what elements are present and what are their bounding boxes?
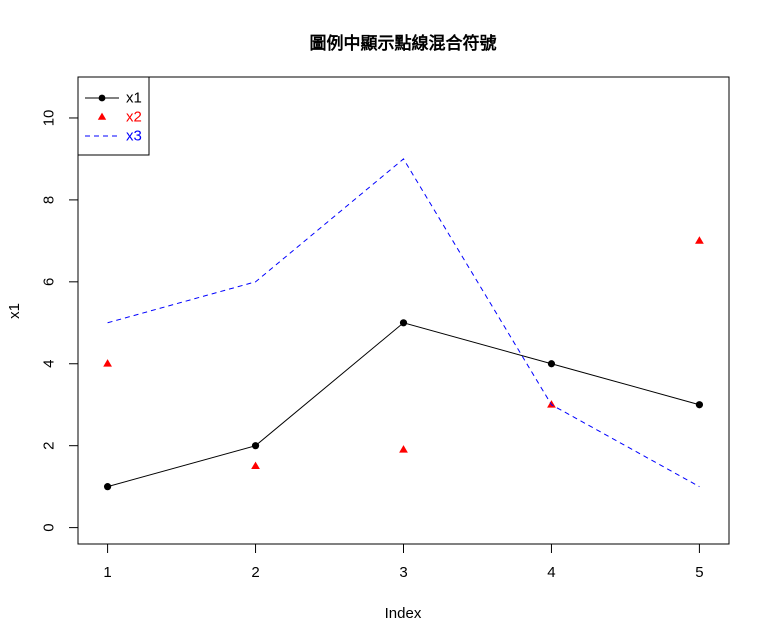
- series-x2-point: [695, 236, 704, 244]
- x-tick-label: 3: [399, 564, 407, 581]
- y-tick-label: 4: [41, 360, 58, 368]
- x-axis-label: Index: [385, 605, 422, 622]
- series-x2-point: [103, 359, 112, 367]
- x-tick-label: 5: [695, 564, 703, 581]
- legend: x1 x2 x3: [77, 76, 150, 156]
- x-axis: 1 2 3 4 5: [103, 543, 704, 581]
- y-tick-label: 2: [41, 442, 58, 450]
- x-tick-label: 1: [103, 564, 111, 581]
- series-x1-point: [399, 319, 408, 327]
- y-axis: 0 2 4 6 8 10: [41, 110, 79, 532]
- series-layer: [103, 158, 704, 491]
- series-x1-line: [107, 322, 700, 488]
- series-x2-point: [399, 445, 408, 453]
- x-tick-label: 2: [251, 564, 259, 581]
- y-axis-label: x1: [6, 303, 23, 319]
- y-tick-label: 0: [41, 523, 58, 531]
- legend-x1-marker: [98, 94, 106, 102]
- series-x1-point: [103, 483, 112, 491]
- y-tick-label: 8: [41, 196, 58, 204]
- series-x2-point: [251, 461, 260, 470]
- plot-frame: [77, 76, 730, 545]
- y-tick-label: 6: [41, 278, 58, 286]
- legend-x1-label: x1: [126, 90, 142, 107]
- series-x1-point: [547, 360, 556, 368]
- legend-x3-label: x3: [126, 128, 142, 145]
- legend-box: [77, 76, 150, 156]
- series-x1-point: [251, 442, 260, 450]
- y-tick-label: 10: [41, 110, 58, 127]
- series-x3-line: [107, 158, 700, 488]
- x-tick-label: 4: [547, 564, 555, 581]
- chart-title: 圖例中顯示點線混合符號: [310, 33, 497, 54]
- legend-x2-marker: [97, 112, 107, 120]
- series-x1-point: [695, 401, 704, 409]
- legend-x2-label: x2: [126, 109, 142, 126]
